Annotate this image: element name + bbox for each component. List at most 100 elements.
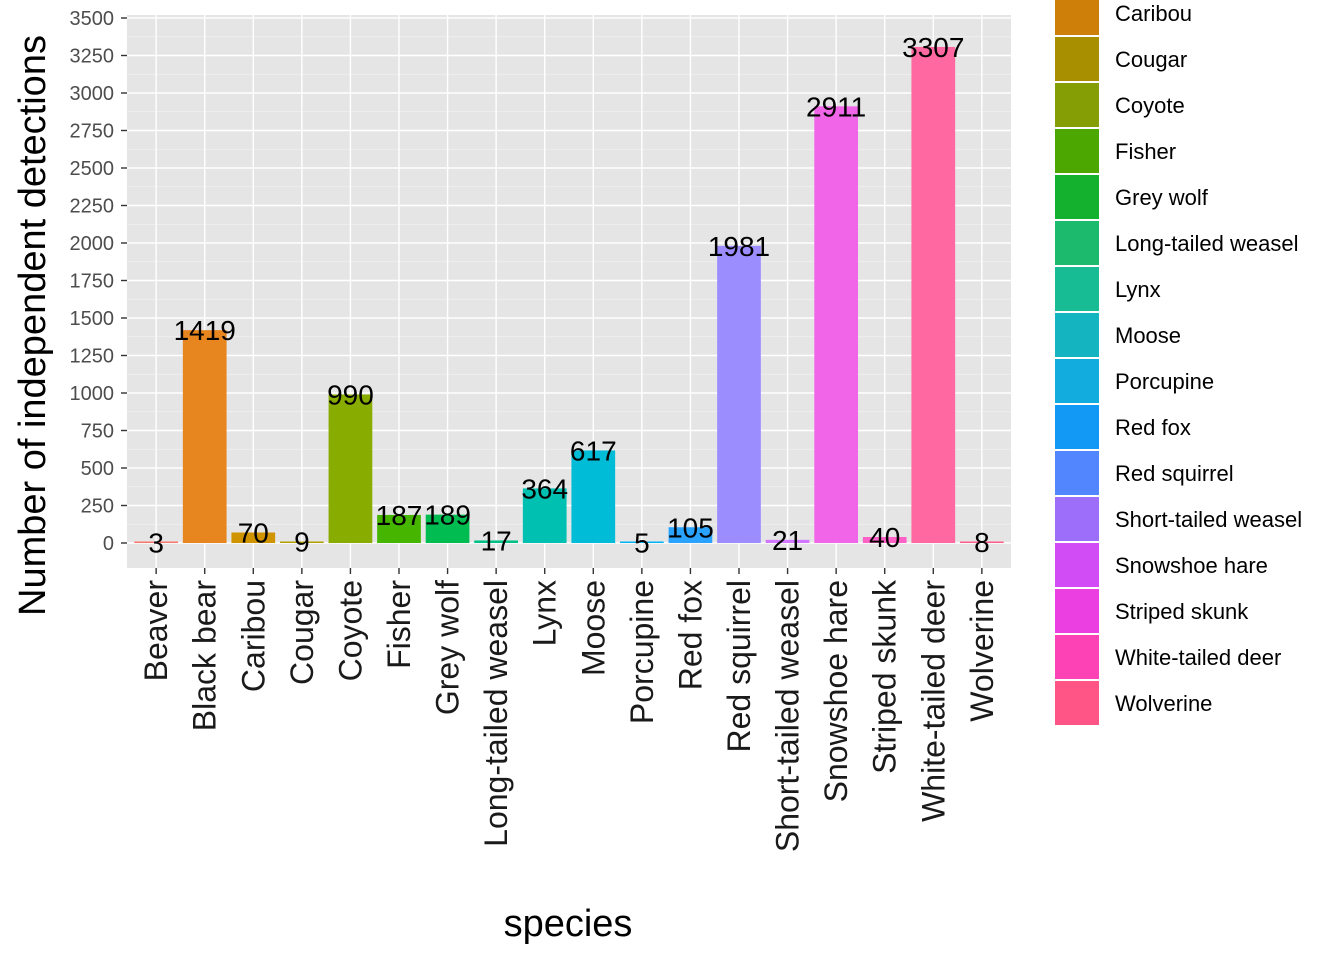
bar-value-label: 21 xyxy=(772,525,803,556)
bar-value-label: 990 xyxy=(327,380,374,411)
legend-item: Striped skunk xyxy=(1055,589,1249,633)
legend-label: Wolverine xyxy=(1115,691,1212,716)
legend-key xyxy=(1055,267,1099,311)
y-tick-label: 3250 xyxy=(70,46,115,68)
legend-item: Red fox xyxy=(1055,405,1191,449)
legend-key xyxy=(1055,451,1099,495)
legend-label: Lynx xyxy=(1115,277,1161,302)
legend-key xyxy=(1055,221,1099,265)
bar-value-label: 2911 xyxy=(806,91,866,122)
y-tick-label: 2250 xyxy=(70,196,115,218)
legend-key xyxy=(1055,543,1099,587)
legend-label: White-tailed deer xyxy=(1115,645,1281,670)
bar-value-label: 617 xyxy=(570,435,617,466)
x-tick-label: Coyote xyxy=(332,580,368,681)
legend-label: Red squirrel xyxy=(1115,461,1234,486)
y-axis-title: Number of independent detections xyxy=(12,35,54,616)
legend-item: Grey wolf xyxy=(1055,175,1209,219)
legend-label: Striped skunk xyxy=(1115,599,1249,624)
y-tick-label: 250 xyxy=(81,496,114,518)
x-tick-label: Grey wolf xyxy=(430,580,466,715)
x-axis: Beaver Black bear Caribou Cougar Coyote Fishe… xyxy=(138,568,1000,852)
x-tick-label: White-tailed deer xyxy=(915,580,951,822)
y-axis: 0 250 500 750 1000 1250 1500 1750 2000 2250 2500 27… xyxy=(70,8,127,555)
x-axis-title: species xyxy=(504,903,633,945)
bar-value-label: 105 xyxy=(667,512,714,543)
bar-value-label: 9 xyxy=(294,527,310,558)
bar xyxy=(134,541,178,543)
y-tick-label: 500 xyxy=(81,458,114,480)
legend-key xyxy=(1055,313,1099,357)
bar-value-label: 189 xyxy=(424,500,471,531)
bar xyxy=(620,541,664,543)
legend-label: Caribou xyxy=(1115,1,1192,26)
x-tick-label: Wolverine xyxy=(964,580,1000,722)
y-tick-label: 1000 xyxy=(70,383,115,405)
bar-value-label: 1981 xyxy=(708,231,770,262)
x-tick-label: Red fox xyxy=(672,580,708,690)
legend-item: Snowshoe hare xyxy=(1055,543,1268,587)
bar-value-label: 3 xyxy=(148,528,164,559)
legend-item: Wolverine xyxy=(1055,681,1212,725)
legend-label: Long-tailed weasel xyxy=(1115,231,1298,256)
legend-key xyxy=(1055,129,1099,173)
bar xyxy=(182,330,227,543)
bar-value-label: 187 xyxy=(376,500,423,531)
y-tick-label: 0 xyxy=(103,533,114,555)
bar-value-label: 8 xyxy=(974,527,990,558)
legend-key xyxy=(1055,681,1099,725)
legend-item: Fisher xyxy=(1055,129,1176,173)
legend-key xyxy=(1055,635,1099,679)
legend-item: White-tailed deer xyxy=(1055,635,1281,679)
legend-key xyxy=(1055,83,1099,127)
bar-value-label: 364 xyxy=(521,473,568,504)
bars xyxy=(134,46,1004,543)
y-tick-label: 1750 xyxy=(70,271,115,293)
legend-item: Caribou xyxy=(1055,0,1192,35)
legend-item: Porcupine xyxy=(1055,359,1214,403)
x-tick-label: Short-tailed weasel xyxy=(770,580,806,852)
legend-item: Coyote xyxy=(1055,83,1185,127)
y-tick-label: 2750 xyxy=(70,121,115,143)
y-tick-label: 750 xyxy=(81,421,114,443)
legend-label: Grey wolf xyxy=(1115,185,1209,210)
legend-key xyxy=(1055,37,1099,81)
bar xyxy=(522,488,567,543)
legend-item: Moose xyxy=(1055,313,1181,357)
legend-key xyxy=(1055,405,1099,449)
bar-value-label: 70 xyxy=(238,518,269,549)
x-tick-label: Long-tailed weasel xyxy=(478,580,514,847)
legend-item: Long-tailed weasel xyxy=(1055,221,1298,265)
bar xyxy=(960,541,1004,543)
legend-item: Cougar xyxy=(1055,37,1187,81)
legend-label: Snowshoe hare xyxy=(1115,553,1268,578)
x-tick-label: Black bear xyxy=(187,580,223,732)
bar-value-label: 3307 xyxy=(902,32,964,63)
legend-label: Fisher xyxy=(1115,139,1176,164)
y-tick-label: 1500 xyxy=(70,308,115,330)
legend-key xyxy=(1055,175,1099,219)
x-tick-label: Cougar xyxy=(284,580,320,685)
x-tick-label: Snowshoe hare xyxy=(818,580,854,802)
bar-value-label: 1419 xyxy=(174,315,236,346)
y-tick-label: 3000 xyxy=(70,83,115,105)
x-tick-label: Moose xyxy=(575,580,611,676)
y-tick-label: 2000 xyxy=(70,233,115,255)
legend-item: Red squirrel xyxy=(1055,451,1234,495)
legend-label: Red fox xyxy=(1115,415,1191,440)
y-tick-label: 3500 xyxy=(70,8,115,30)
x-tick-label: Red squirrel xyxy=(721,580,757,753)
bar-value-label: 17 xyxy=(481,525,512,556)
legend-label: Porcupine xyxy=(1115,369,1214,394)
x-tick-label: Lynx xyxy=(527,580,563,646)
x-tick-label: Beaver xyxy=(138,580,174,682)
bar xyxy=(328,394,373,543)
legend-label: Cougar xyxy=(1115,47,1187,72)
x-tick-label: Striped skunk xyxy=(867,579,903,774)
bar xyxy=(231,532,276,543)
plot-panel xyxy=(127,15,1011,568)
bar xyxy=(911,46,956,543)
legend-label: Moose xyxy=(1115,323,1181,348)
legend-key xyxy=(1055,497,1099,541)
